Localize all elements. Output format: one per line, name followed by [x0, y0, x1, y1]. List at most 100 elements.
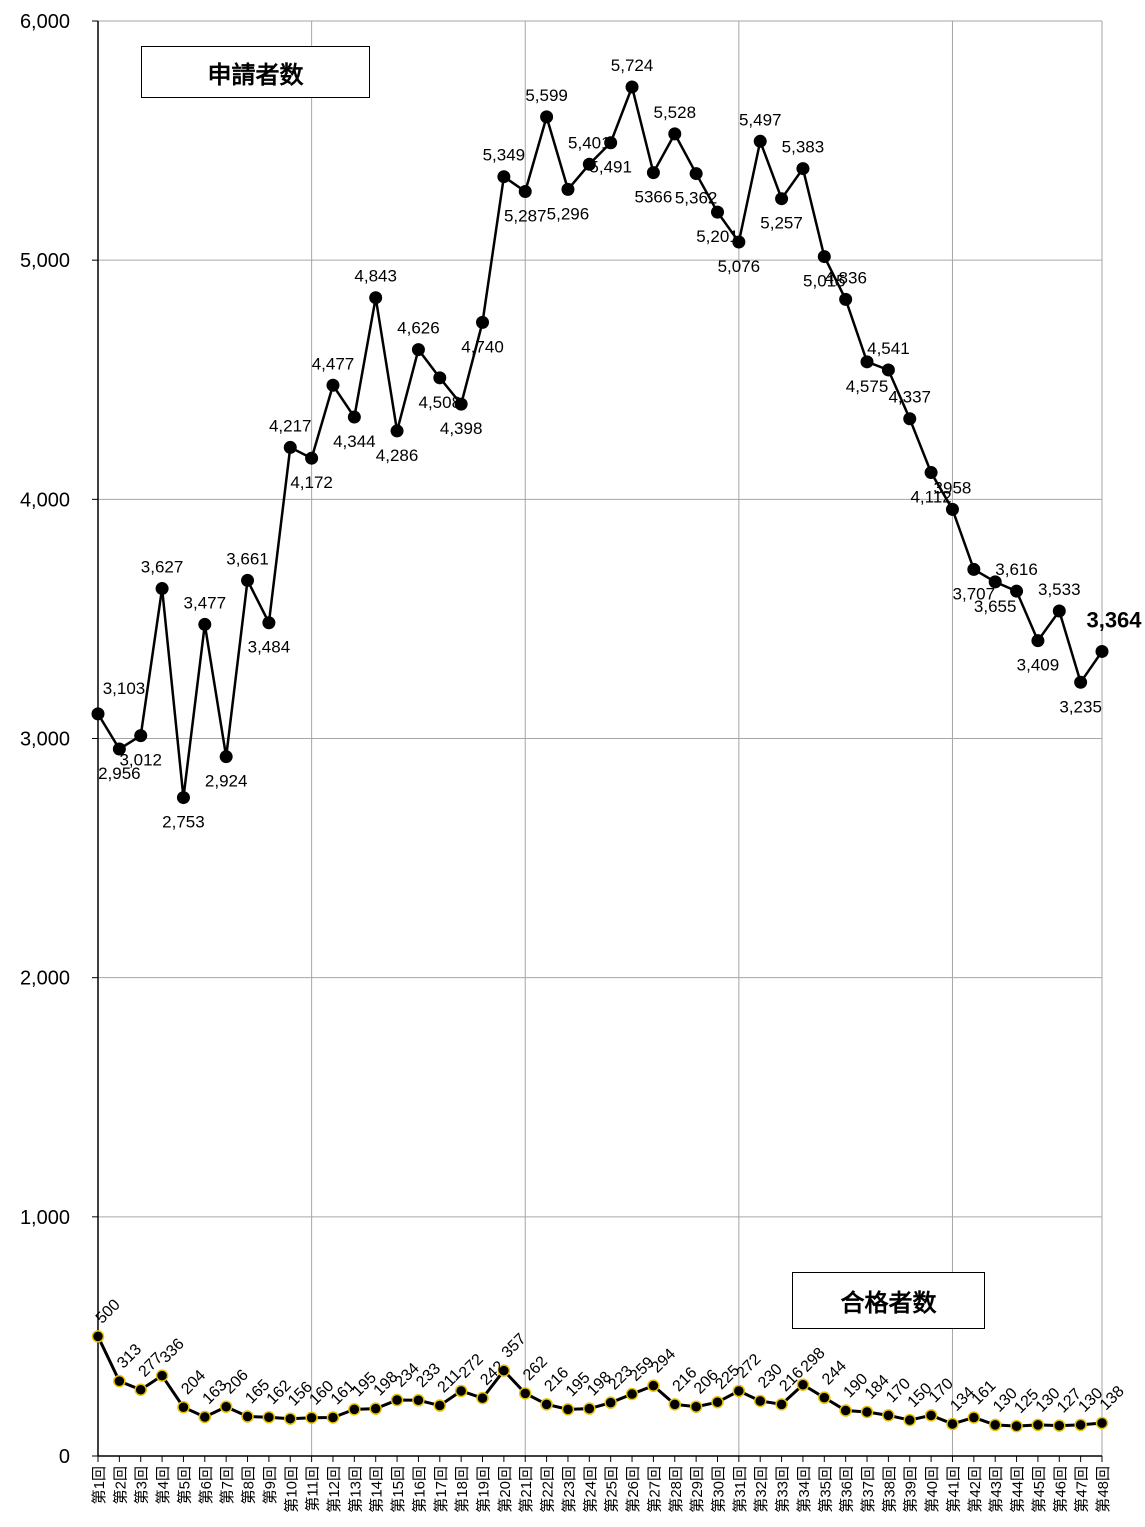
data-point-passers: [604, 1396, 617, 1409]
data-label-applicants: 5,015: [803, 272, 846, 291]
x-axis: 第1回 第2回 第3回 第4回 第5回 第6回 第7回 第8回 第9回 第10回 第11回 第12回第…: [90, 1455, 1112, 1513]
data-label-applicants: 5,287: [504, 207, 547, 226]
x-tick-label: 第16回: [410, 1466, 428, 1513]
y-tick-label: 6,000: [20, 11, 70, 33]
data-point-applicants: [454, 397, 468, 411]
data-point-applicants: [561, 182, 575, 196]
data-label-passers: 138: [1097, 1383, 1128, 1414]
data-point-applicants: [518, 185, 532, 199]
data-point-passers: [732, 1384, 746, 1398]
data-point-applicants: [369, 291, 383, 305]
x-tick-label: 第40回: [923, 1466, 941, 1513]
data-label-applicants: 5,257: [760, 214, 803, 233]
data-point-applicants: [625, 80, 639, 94]
x-tick-label: 第36回: [838, 1466, 856, 1513]
x-tick-label: 第35回: [816, 1466, 834, 1513]
data-point-passers: [177, 1400, 190, 1414]
x-tick-label: 第7回: [218, 1466, 236, 1504]
y-tick-label: 0: [59, 1446, 70, 1468]
data-point-passers: [369, 1402, 382, 1415]
data-point-applicants: [476, 315, 490, 329]
x-tick-label: 第48回: [1094, 1466, 1112, 1513]
data-point-applicants: [689, 167, 703, 181]
x-tick-label: 第29回: [688, 1466, 706, 1513]
x-tick-label: 第30回: [709, 1466, 727, 1513]
data-point-applicants: [775, 192, 789, 206]
data-label-applicants: 4,541: [867, 339, 910, 358]
data-point-applicants: [1095, 644, 1109, 658]
data-point-passers: [540, 1398, 553, 1411]
data-label-applicants: 5,528: [653, 103, 696, 122]
x-tick-label: 第31回: [731, 1466, 749, 1513]
data-label-applicants: 2,956: [98, 764, 141, 783]
x-tick-label: 第27回: [645, 1466, 663, 1513]
data-point-passers: [946, 1417, 959, 1431]
x-tick-label: 第32回: [752, 1466, 770, 1513]
data-point-passers: [625, 1387, 639, 1401]
data-point-applicants: [411, 343, 425, 357]
data-point-passers: [1074, 1418, 1087, 1432]
data-label-applicants: 2,924: [205, 772, 248, 791]
data-point-applicants: [347, 410, 361, 424]
data-point-applicants: [668, 127, 682, 141]
x-tick-label: 第24回: [581, 1466, 599, 1513]
x-tick-label: 第10回: [282, 1466, 300, 1513]
data-label-applicants: 4,740: [461, 337, 504, 356]
data-point-passers: [818, 1391, 831, 1404]
data-point-applicants: [134, 729, 148, 743]
x-tick-label: 第42回: [966, 1466, 984, 1513]
data-label-applicants: 4,575: [846, 377, 889, 396]
data-label-applicants: 3,655: [974, 597, 1017, 616]
data-point-applicants: [732, 235, 746, 249]
data-point-applicants: [1074, 675, 1088, 689]
data-point-passers: [518, 1387, 532, 1400]
x-tick-label: 第1回: [90, 1466, 108, 1504]
data-point-passers: [155, 1369, 169, 1382]
data-label-applicants: 4,172: [290, 473, 333, 492]
x-tick-label: 第3回: [133, 1466, 151, 1504]
series-line-applicants: [96, 82, 1104, 798]
data-point-passers: [412, 1394, 425, 1407]
data-label-applicants: 3,533: [1038, 580, 1081, 599]
data-point-passers: [1010, 1419, 1023, 1433]
data-point-passers: [583, 1402, 596, 1415]
data-point-applicants: [326, 378, 340, 392]
data-label-applicants: 5,296: [547, 204, 590, 223]
data-point-applicants: [967, 562, 981, 576]
data-point-applicants: [91, 707, 105, 721]
data-point-passers: [967, 1411, 981, 1424]
x-tick-label: 第26回: [624, 1466, 642, 1513]
legend-applicants: 申請者数: [141, 46, 370, 98]
data-label-applicants: 3,235: [1059, 697, 1102, 716]
data-point-passers: [647, 1379, 660, 1392]
y-axis: 0 1,000 2,000 3,000 4,000 5,000 6,000: [20, 11, 99, 1468]
data-label-applicants: 4,626: [397, 319, 440, 338]
x-tick-label: 第14回: [368, 1466, 386, 1513]
x-tick-label: 第11回: [304, 1466, 322, 1512]
x-tick-label: 第46回: [1051, 1466, 1069, 1513]
data-point-applicants: [1010, 584, 1024, 598]
data-point-applicants: [646, 166, 660, 180]
x-tick-label: 第4回: [154, 1466, 172, 1504]
data-label-applicants: 3958: [934, 478, 972, 497]
data-point-applicants: [305, 451, 319, 465]
data-label-applicants: 2,753: [162, 813, 205, 832]
data-point-passers: [262, 1411, 276, 1424]
data-point-passers: [305, 1411, 318, 1424]
data-label-applicants: 4,217: [269, 416, 312, 435]
data-point-passers: [454, 1384, 468, 1398]
data-label-applicants: 5,362: [675, 189, 718, 208]
x-tick-label: 第43回: [987, 1466, 1005, 1513]
data-label-applicants: 4,398: [440, 419, 483, 438]
data-label-applicants: 4,836: [824, 268, 867, 287]
data-point-applicants: [710, 205, 724, 219]
data-point-passers: [561, 1403, 575, 1416]
data-label-applicants: 5,383: [782, 138, 825, 157]
data-point-applicants: [988, 575, 1002, 589]
data-point-passers: [924, 1409, 938, 1422]
data-label-passers: 294: [648, 1346, 679, 1377]
data-point-passers: [219, 1400, 233, 1413]
data-point-applicants: [112, 742, 126, 756]
data-label-applicants: 4,843: [354, 267, 397, 286]
